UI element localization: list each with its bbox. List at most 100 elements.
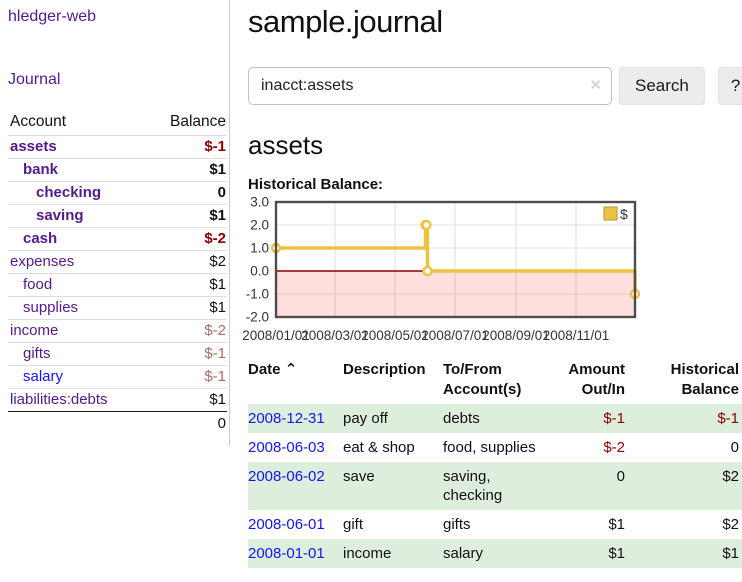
account-row: expenses $2 xyxy=(8,250,227,274)
account-link[interactable]: gifts xyxy=(23,345,51,362)
transaction-amount: $1 xyxy=(608,516,625,533)
account-link[interactable]: bank xyxy=(23,161,59,178)
accounts-total-spacer xyxy=(8,412,145,436)
date-cell: 2008-01-01 xyxy=(248,539,343,568)
transaction-description: gift xyxy=(343,516,364,533)
account-balance: $2 xyxy=(209,253,226,270)
register-header-description: Description xyxy=(343,361,426,378)
accounts-total-row: 0 xyxy=(8,411,227,436)
register-row: 2008-06-01 gift gifts $1 $2 xyxy=(248,510,742,539)
transaction-description: eat & shop xyxy=(343,439,415,456)
sidebar-item-journal[interactable]: Journal xyxy=(8,71,61,88)
account-balance: 0 xyxy=(217,184,226,201)
date-cell: 2008-12-31 xyxy=(248,404,343,433)
account-balance: $-1 xyxy=(204,345,226,362)
register-row: 2008-06-03 eat & shop food, supplies $-2 0 xyxy=(248,433,742,462)
account-row: liabilities:debts $1 xyxy=(8,388,227,412)
register-header-accounts: To/From Account(s) xyxy=(443,361,522,398)
search-input[interactable] xyxy=(248,67,612,105)
transaction-balance: 0 xyxy=(730,439,739,456)
transaction-accounts: saving, checking xyxy=(443,468,503,504)
transaction-description: pay off xyxy=(343,410,388,427)
account-link[interactable]: salary xyxy=(23,368,64,385)
account-balance: $1 xyxy=(209,391,226,408)
transaction-balance: $2 xyxy=(722,516,739,533)
account-link[interactable]: checking xyxy=(36,184,102,201)
account-row: supplies $1 xyxy=(8,296,227,320)
account-balance: $-2 xyxy=(204,322,226,339)
account-link[interactable]: expenses xyxy=(10,253,75,270)
account-link[interactable]: liabilities:debts xyxy=(10,391,108,408)
help-button[interactable]: ? xyxy=(717,67,742,105)
account-link[interactable]: assets xyxy=(10,138,57,155)
account-row: checking 0 xyxy=(8,181,227,205)
transaction-balance: $-1 xyxy=(717,410,739,427)
svg-text:2008/11/01: 2008/11/01 xyxy=(543,328,610,343)
account-balance: $1 xyxy=(209,161,226,178)
account-balance: $1 xyxy=(209,207,226,224)
svg-text:1.0: 1.0 xyxy=(250,241,269,256)
chart-title: Historical Balance: xyxy=(248,176,384,193)
svg-text:-2.0: -2.0 xyxy=(246,310,269,325)
account-heading: assets xyxy=(248,130,324,160)
main-content: sample.journal ✕ Search ? assets Histori… xyxy=(242,0,742,568)
accounts-header-account: Account xyxy=(10,113,67,130)
svg-text:2008/05/01: 2008/05/01 xyxy=(361,328,429,343)
transaction-accounts: food, supplies xyxy=(443,439,536,456)
account-row: salary $-1 xyxy=(8,365,227,389)
account-link[interactable]: income xyxy=(10,322,59,339)
account-row: food $1 xyxy=(8,273,227,297)
sidebar: hledger-web Journal Account Balance asse… xyxy=(0,0,230,446)
svg-text:$: $ xyxy=(620,206,628,222)
account-balance: $-1 xyxy=(204,138,226,155)
account-row: gifts $-1 xyxy=(8,342,227,366)
register-row: 2008-12-31 pay off debts $-1 $-1 xyxy=(248,404,742,433)
svg-text:2008/01/01: 2008/01/01 xyxy=(242,328,310,343)
svg-text:2008/09/01: 2008/09/01 xyxy=(482,328,550,343)
transaction-description: income xyxy=(343,545,392,562)
accounts-table: Account Balance assets $-1 bank $1 checking 0… xyxy=(8,110,227,435)
transaction-date-link[interactable]: 2008-06-02 xyxy=(248,468,325,485)
svg-text:2008/07/01: 2008/07/01 xyxy=(421,328,489,343)
search-button[interactable]: Search xyxy=(619,67,705,105)
account-balance: $-2 xyxy=(204,230,226,247)
account-row: assets $-1 xyxy=(8,135,227,159)
account-balance: $1 xyxy=(209,299,226,316)
transaction-date-link[interactable]: 2008-12-31 xyxy=(248,410,325,427)
page-title: sample.journal xyxy=(248,4,443,39)
brand-link[interactable]: hledger-web xyxy=(8,8,97,25)
transaction-amount: $-1 xyxy=(603,410,625,427)
clear-search-icon[interactable]: ✕ xyxy=(589,77,602,94)
date-cell: 2008-06-03 xyxy=(248,433,343,462)
account-link[interactable]: cash xyxy=(23,230,58,247)
search-form: ✕ Search ? xyxy=(248,67,742,105)
transaction-description: save xyxy=(343,468,375,485)
account-link[interactable]: saving xyxy=(36,207,84,224)
sort-asc-icon: ⌃ xyxy=(284,361,298,378)
date-cell: 2008-06-01 xyxy=(248,510,343,539)
register-header-row: Date ⌃ Description To/From Account(s) Am… xyxy=(248,356,742,404)
transaction-accounts: salary xyxy=(443,545,484,562)
svg-text:0.0: 0.0 xyxy=(250,264,269,279)
account-row: cash $-2 xyxy=(8,227,227,251)
account-balance: $1 xyxy=(209,276,226,293)
svg-text:2008/03/01: 2008/03/01 xyxy=(301,328,369,343)
register-header-date[interactable]: Date ⌃ xyxy=(248,361,298,378)
transaction-date-link[interactable]: 2008-06-03 xyxy=(248,439,325,456)
svg-text:2.0: 2.0 xyxy=(250,218,269,233)
account-link[interactable]: food xyxy=(23,276,53,293)
transaction-amount: $1 xyxy=(608,545,625,562)
date-cell: 2008-06-02 xyxy=(248,462,343,510)
account-row: saving $1 xyxy=(8,204,227,228)
historical-balance-chart[interactable]: $3.0 2.0 1.0 0.0 -1.0 -2.0 2008/01/012008/03/0… xyxy=(242,195,742,345)
svg-text:-1.0: -1.0 xyxy=(246,287,269,302)
accounts-total-value: 0 xyxy=(217,415,226,432)
transaction-date-link[interactable]: 2008-06-01 xyxy=(248,516,325,533)
account-balance: $-1 xyxy=(204,368,226,385)
transaction-balance: $2 xyxy=(722,468,739,485)
search-box: ✕ xyxy=(248,67,612,105)
account-link[interactable]: supplies xyxy=(23,299,79,316)
transaction-date-link[interactable]: 2008-01-01 xyxy=(248,545,325,562)
transaction-accounts: gifts xyxy=(443,516,471,533)
